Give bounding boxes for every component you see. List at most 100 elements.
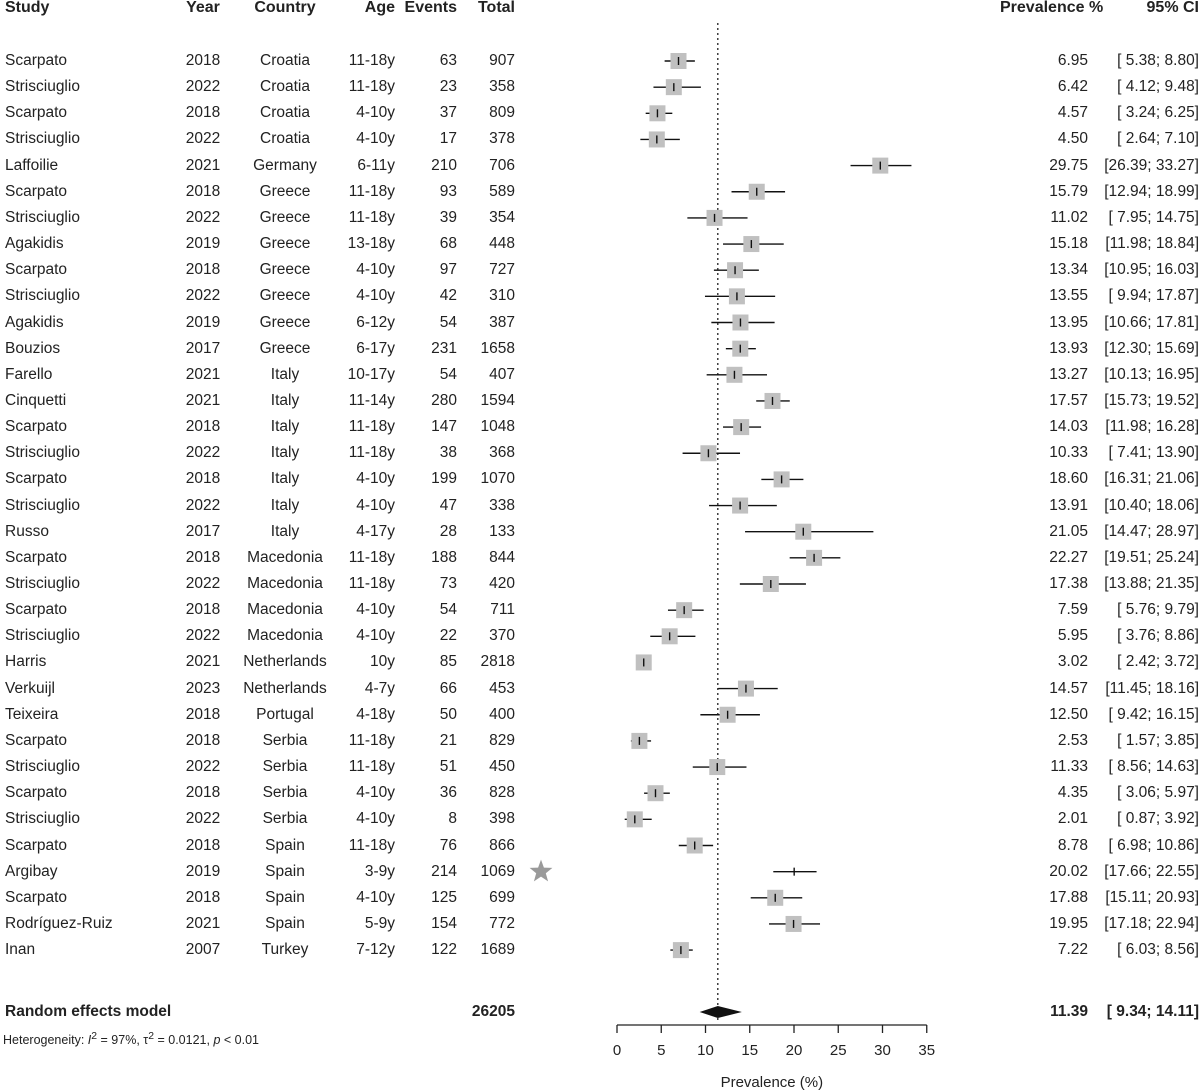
study-year: 2018	[185, 104, 221, 122]
study-events: 280	[431, 391, 457, 409]
study-year: 2018	[185, 470, 221, 488]
study-ci: [ 6.03; 8.56]	[1117, 941, 1199, 959]
summary-ci: [ 9.34; 14.11]	[1106, 1003, 1199, 1020]
study-name: Scarpato	[5, 836, 68, 854]
study-country: Croatia	[260, 52, 310, 69]
study-country: Italy	[270, 522, 300, 540]
study-total: 133	[489, 522, 515, 540]
study-prevalence: 13.34	[1049, 261, 1088, 279]
study-events: 231	[431, 339, 457, 357]
study-events: 122	[431, 941, 457, 959]
study-country: Italy	[270, 391, 300, 409]
study-age: 4-17y	[356, 522, 395, 540]
study-name: Scarpato	[5, 470, 68, 488]
study-events: 17	[439, 130, 457, 148]
study-name: Verkuijl	[5, 679, 55, 697]
x-tick-label: 0	[613, 1042, 621, 1059]
study-name: Scarpato	[5, 261, 68, 279]
study-country: Italy	[270, 470, 300, 488]
study-prevalence: 4.50	[1057, 130, 1088, 148]
study-total: 711	[490, 601, 515, 619]
study-name: Cinquetti	[5, 391, 67, 409]
study-country: Greece	[259, 339, 311, 357]
x-tick-label: 30	[874, 1042, 891, 1059]
study-ci: [ 3.24; 6.25]	[1117, 104, 1199, 122]
study-year: 2022	[185, 287, 221, 305]
study-country: Greece	[259, 208, 311, 226]
study-country: Serbia	[262, 810, 308, 828]
study-total: 772	[489, 914, 515, 932]
study-year: 2021	[185, 653, 221, 671]
study-total: 310	[489, 287, 515, 305]
study-age: 11-18y	[348, 758, 395, 776]
study-country: Macedonia	[247, 601, 323, 619]
study-total: 706	[489, 156, 515, 174]
study-age: 7-12y	[356, 941, 395, 959]
study-year: 2021	[185, 365, 221, 383]
study-events: 47	[439, 496, 457, 514]
study-total: 338	[489, 496, 515, 514]
study-prevalence: 5.95	[1057, 627, 1088, 645]
study-age: 11-18y	[348, 836, 395, 854]
study-country: Turkey	[261, 941, 309, 959]
study-age: 6-12y	[356, 313, 395, 331]
study-total: 387	[489, 313, 515, 331]
study-total: 699	[489, 888, 515, 906]
study-ci: [19.51; 25.24]	[1104, 548, 1199, 566]
study-ci: [ 9.42; 16.15]	[1108, 705, 1200, 723]
study-country: Portugal	[256, 705, 314, 723]
study-year: 2018	[185, 182, 221, 200]
study-year: 2018	[185, 705, 221, 723]
study-year: 2022	[185, 130, 221, 148]
x-tick-label: 5	[657, 1042, 665, 1059]
study-country: Spain	[265, 888, 305, 906]
study-total: 450	[489, 758, 515, 776]
study-total: 1658	[480, 339, 515, 357]
study-country: Croatia	[260, 104, 310, 122]
study-name: Scarpato	[5, 601, 68, 619]
summary-label: Random effects model	[5, 1003, 172, 1020]
study-total: 398	[489, 810, 515, 828]
study-name: Farello	[5, 365, 53, 383]
study-year: 2017	[185, 522, 221, 540]
study-ci: [17.18; 22.94]	[1104, 914, 1199, 932]
study-events: 125	[431, 888, 457, 906]
study-year: 2018	[185, 548, 221, 566]
study-name: Russo	[5, 522, 49, 540]
study-age: 4-10y	[356, 104, 395, 122]
study-events: 54	[439, 365, 457, 383]
x-tick-label: 10	[697, 1042, 714, 1059]
study-country: Netherlands	[243, 653, 327, 671]
study-year: 2022	[185, 758, 221, 776]
study-year: 2018	[185, 784, 221, 802]
study-country: Netherlands	[243, 679, 327, 697]
study-year: 2018	[185, 888, 221, 906]
study-prevalence: 4.57	[1057, 104, 1088, 122]
study-name: Strisciuglio	[5, 575, 80, 592]
study-events: 66	[439, 679, 457, 697]
study-events: 8	[448, 810, 457, 828]
study-country: Italy	[270, 365, 300, 383]
study-year: 2019	[185, 235, 221, 253]
study-events: 38	[439, 444, 457, 462]
study-ci: [10.66; 17.81]	[1104, 313, 1199, 331]
study-name: Strisciuglio	[5, 208, 80, 226]
study-prevalence: 6.95	[1057, 52, 1088, 69]
study-total: 407	[489, 365, 515, 383]
study-age: 4-10y	[356, 470, 395, 488]
study-age: 11-18y	[348, 418, 395, 436]
study-total: 448	[489, 235, 515, 253]
study-prevalence: 7.59	[1057, 601, 1088, 619]
study-country: Serbia	[262, 784, 308, 802]
study-ci: [11.45; 18.16]	[1105, 679, 1199, 697]
study-ci: [ 2.64; 7.10]	[1117, 130, 1199, 148]
study-prevalence: 11.33	[1050, 758, 1088, 776]
heterogeneity-text: Heterogeneity: I2 = 97%, τ2 = 0.0121, p …	[3, 1031, 259, 1048]
study-prevalence: 20.02	[1049, 862, 1088, 880]
study-year: 2022	[185, 496, 221, 514]
study-year: 2018	[185, 836, 221, 854]
study-ci: [10.95; 16.03]	[1104, 261, 1199, 279]
study-events: 36	[439, 784, 457, 802]
study-prevalence: 15.18	[1049, 235, 1088, 253]
study-events: 22	[439, 627, 457, 645]
